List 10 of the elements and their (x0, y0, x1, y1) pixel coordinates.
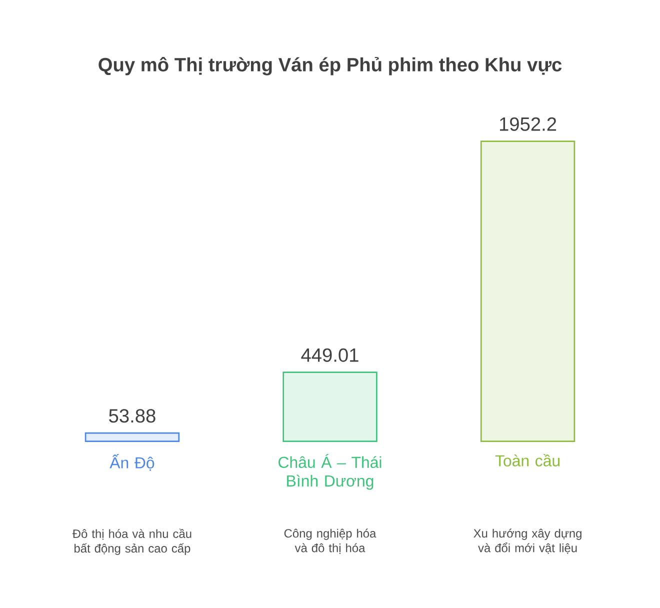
text: Công nghiệp hóa và đô thị hóa (284, 528, 376, 554)
data-label: 1952.2 (500, 117, 556, 131)
x-tick-label: Châu Á – Thái Bình Dương (278, 454, 382, 490)
x-tick-label: Ấn Độ (110, 454, 154, 471)
chart-title: Quy mô Thị trường Ván ép Phủ phim theo Khu vực (98, 56, 562, 76)
x-tick-label: Toàn cầu (495, 454, 560, 466)
data-label: 449.01 (301, 348, 358, 362)
text: Đô thị hóa và nhu cầu bất động sản cao cấp (72, 528, 192, 555)
text: Xu hướng xây dựng và đổi mới vật liệu (474, 528, 582, 554)
data-label: 53.88 (109, 409, 156, 423)
